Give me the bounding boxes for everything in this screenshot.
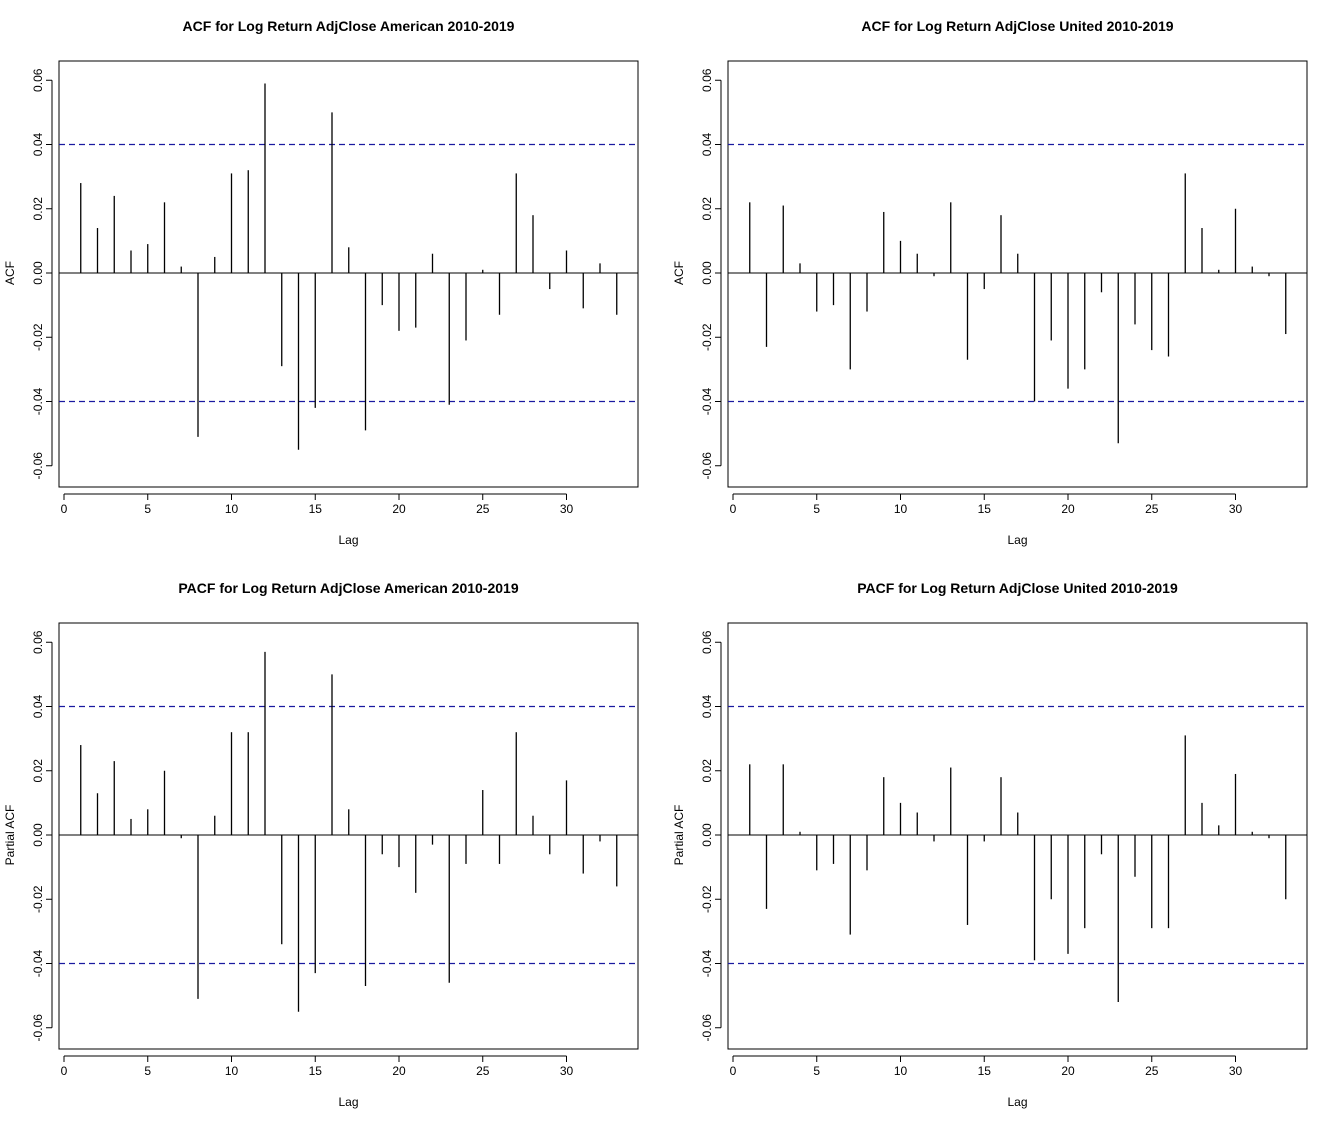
- x-tick-label: 10: [894, 1064, 908, 1078]
- x-tick-label: 30: [1229, 1064, 1243, 1078]
- y-tick-label: 0.04: [31, 132, 45, 156]
- y-axis-label: Partial ACF: [3, 805, 17, 866]
- y-tick-label: -0.02: [700, 885, 714, 913]
- pacf-american-panel: PACF for Log Return AdjClose American 20…: [0, 562, 669, 1124]
- plot-frame: [727, 622, 1308, 1050]
- x-tick-label: 15: [309, 502, 323, 516]
- x-tick-label: 30: [1229, 502, 1243, 516]
- x-tick-label: 25: [476, 502, 490, 516]
- x-tick-label: 10: [225, 502, 239, 516]
- y-tick-label: 0.02: [700, 759, 714, 783]
- x-axis-label: Lag: [338, 533, 358, 547]
- plot-frame: [58, 60, 639, 488]
- x-axis-label: Lag: [1007, 1095, 1027, 1109]
- y-tick-label: -0.04: [700, 950, 714, 978]
- x-tick-label: 5: [813, 502, 820, 516]
- pacf-united-panel: PACF for Log Return AdjClose United 2010…: [669, 562, 1338, 1124]
- x-tick-label: 10: [894, 502, 908, 516]
- y-axis-label: ACF: [672, 261, 686, 285]
- x-tick-label: 20: [392, 1064, 406, 1078]
- x-tick-label: 20: [1061, 1064, 1075, 1078]
- chart-title: ACF for Log Return AdjClose American 201…: [183, 18, 515, 34]
- y-tick-label: 0.00: [700, 823, 714, 847]
- x-tick-label: 25: [476, 1064, 490, 1078]
- y-axis-label: Partial ACF: [672, 805, 686, 866]
- y-tick-label: -0.04: [700, 388, 714, 416]
- y-tick-label: 0.00: [31, 261, 45, 285]
- x-tick-label: 15: [978, 1064, 992, 1078]
- x-tick-label: 30: [560, 1064, 574, 1078]
- y-tick-label: -0.06: [31, 1014, 45, 1042]
- x-tick-label: 0: [61, 1064, 68, 1078]
- y-tick-label: 0.06: [700, 630, 714, 654]
- y-axis-label: ACF: [3, 261, 17, 285]
- y-tick-label: 0.06: [31, 630, 45, 654]
- x-tick-label: 5: [144, 1064, 151, 1078]
- y-tick-label: 0.00: [700, 261, 714, 285]
- x-tick-label: 25: [1145, 502, 1159, 516]
- plot-area: 0 5 10 15 20 25 30 -0.06 -0.04 -0.02 0.00 0.02 0.04 0…: [700, 622, 1308, 1078]
- chart-title: ACF for Log Return AdjClose United 2010-…: [861, 18, 1173, 34]
- x-axis-label: Lag: [1007, 533, 1027, 547]
- chart-title: PACF for Log Return AdjClose United 2010…: [857, 580, 1178, 596]
- y-tick-label: 0.00: [31, 823, 45, 847]
- y-tick-label: 0.02: [31, 759, 45, 783]
- y-tick-label: 0.04: [700, 132, 714, 156]
- x-tick-label: 30: [560, 502, 574, 516]
- pacf-united-chart: PACF for Log Return AdjClose United 2010…: [672, 580, 1308, 1109]
- y-tick-label: 0.06: [700, 68, 714, 92]
- y-tick-label: -0.02: [31, 323, 45, 351]
- y-tick-label: -0.04: [31, 388, 45, 416]
- y-tick-label: -0.06: [700, 1014, 714, 1042]
- acf-united-panel: ACF for Log Return AdjClose United 2010-…: [669, 0, 1338, 562]
- x-tick-label: 20: [392, 502, 406, 516]
- x-tick-label: 5: [813, 1064, 820, 1078]
- y-tick-label: 0.02: [700, 197, 714, 221]
- x-tick-label: 10: [225, 1064, 239, 1078]
- y-tick-label: 0.04: [31, 694, 45, 718]
- plot-area: 0 5 10 15 20 25 30 -0.06 -0.04 -0.02 0.00 0.02 0.04 0…: [31, 60, 639, 516]
- x-tick-label: 15: [978, 502, 992, 516]
- y-tick-label: -0.02: [31, 885, 45, 913]
- plot-area: 0 5 10 15 20 25 30 -0.06 -0.04 -0.02 0.00 0.02 0.04 0…: [31, 622, 639, 1078]
- acf-american-panel: ACF for Log Return AdjClose American 201…: [0, 0, 669, 562]
- x-tick-label: 0: [730, 502, 737, 516]
- acf-united-chart: ACF for Log Return AdjClose United 2010-…: [672, 18, 1308, 547]
- x-tick-label: 25: [1145, 1064, 1159, 1078]
- plot-area: 0 5 10 15 20 25 30 -0.06 -0.04 -0.02 0.00 0.02 0.04 0…: [700, 60, 1308, 516]
- y-tick-label: -0.06: [700, 452, 714, 480]
- pacf-american-chart: PACF for Log Return AdjClose American 20…: [3, 580, 639, 1109]
- x-tick-label: 0: [730, 1064, 737, 1078]
- chart-title: PACF for Log Return AdjClose American 20…: [178, 580, 518, 596]
- plot-frame: [58, 622, 639, 1050]
- x-tick-label: 5: [144, 502, 151, 516]
- x-tick-label: 15: [309, 1064, 323, 1078]
- x-tick-label: 20: [1061, 502, 1075, 516]
- y-tick-label: 0.04: [700, 694, 714, 718]
- y-tick-label: 0.02: [31, 197, 45, 221]
- x-tick-label: 0: [61, 502, 68, 516]
- acf-american-chart: ACF for Log Return AdjClose American 201…: [3, 18, 639, 547]
- x-axis-label: Lag: [338, 1095, 358, 1109]
- y-tick-label: -0.02: [700, 323, 714, 351]
- y-tick-label: 0.06: [31, 68, 45, 92]
- y-tick-label: -0.06: [31, 452, 45, 480]
- y-tick-label: -0.04: [31, 950, 45, 978]
- plot-frame: [727, 60, 1308, 488]
